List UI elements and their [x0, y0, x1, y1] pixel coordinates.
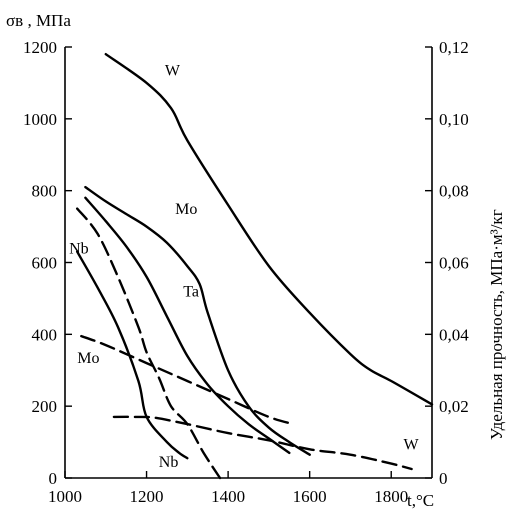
x-tick-label: 1400 [211, 487, 245, 506]
chart-curve-labels: W Mo Ta Nb Mo Nb W [69, 63, 419, 471]
series-ta-solid-line [84, 196, 291, 455]
x-tick-label: 1000 [48, 487, 82, 506]
y-left-tick-label: 1000 [23, 110, 57, 129]
curve-label-mo: Mo [77, 350, 99, 367]
y-left-tick-label: 400 [32, 325, 58, 344]
curve-label-w: W [165, 63, 181, 80]
chart-axes [64, 47, 433, 479]
series-w-dashed-line [112, 415, 413, 471]
y-right-tick-label: 0,08 [439, 182, 469, 201]
y-right-tick-label: 0,10 [439, 110, 469, 129]
x-tick-label: 1600 [293, 487, 327, 506]
y-left-tick-label: 1200 [23, 38, 57, 57]
series-mo-dashed-line [80, 334, 295, 426]
curve-label-mo: Mo [175, 201, 197, 218]
series-w-solid-line [104, 53, 434, 406]
curve-label-ta: Ta [183, 284, 199, 301]
curve-label-nb: Nb [159, 454, 179, 471]
series-nb-dashed-line [76, 207, 222, 480]
y-left-tick-label: 200 [32, 397, 58, 416]
series-nb-solid-line [76, 250, 189, 460]
series-mo-solid-line [84, 185, 311, 456]
y-left-tick-label: 600 [32, 254, 58, 273]
curve-label-w: W [403, 436, 419, 453]
y-right-tick-label: 0,12 [439, 38, 469, 57]
chart-series [76, 53, 434, 480]
y-right-tick-label: 0,06 [439, 254, 469, 273]
y-left-tick-label: 0 [49, 469, 58, 488]
chart-ticks: 1000 1200 1400 1600 1800 0 200 400 600 800 1000 120… [23, 38, 469, 506]
y-right-tick-label: 0,02 [439, 397, 469, 416]
curve-label-nb: Nb [69, 241, 89, 258]
y-axis-left-title: σв , МПа [6, 11, 71, 30]
x-axis-title: t,°C [407, 491, 434, 510]
y-right-tick-label: 0 [439, 469, 448, 488]
x-tick-label: 1200 [130, 487, 164, 506]
y-right-tick-label: 0,04 [439, 325, 469, 344]
y-axis-right-title: Удельная прочность, МПа·м³/кг [487, 209, 506, 440]
x-tick-label: 1800 [374, 487, 408, 506]
y-left-tick-label: 800 [32, 182, 58, 201]
